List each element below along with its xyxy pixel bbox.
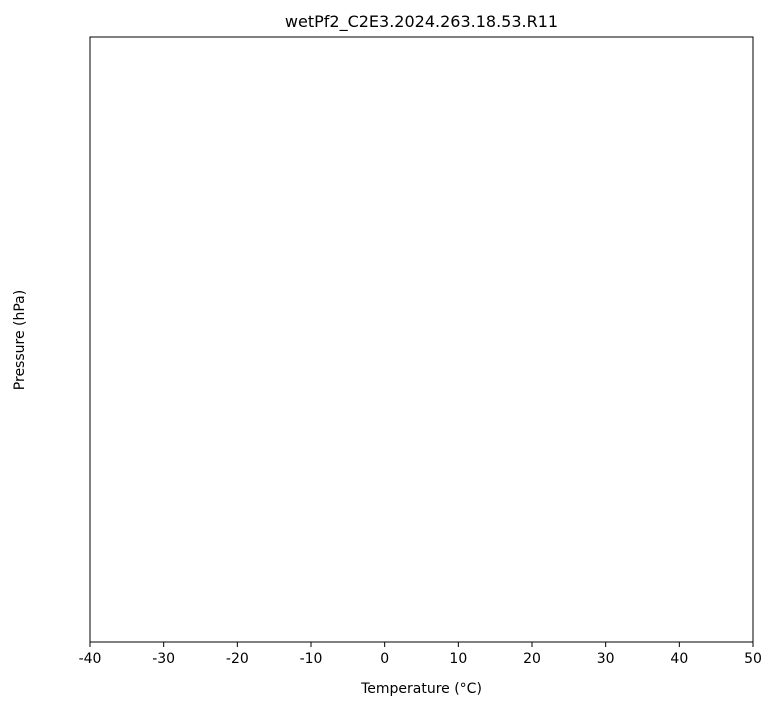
y-axis-label: Pressure (hPa) [12, 290, 28, 390]
x-tick-label: -10 [300, 651, 323, 667]
x-tick-label: 40 [670, 651, 688, 667]
x-tick-label: 50 [744, 651, 762, 667]
x-axis-label: Temperature (°C) [360, 681, 482, 697]
x-tick-label: 30 [597, 651, 615, 667]
x-tick-label: 20 [523, 651, 541, 667]
x-tick-label: -20 [226, 651, 249, 667]
x-tick-label: 0 [380, 651, 389, 667]
chart-title: wetPf2_C2E3.2024.263.18.53.R11 [285, 12, 558, 32]
x-tick-label: 10 [449, 651, 467, 667]
plot-frame [89, 36, 754, 643]
x-tick-label: -40 [79, 651, 102, 667]
x-axis-ticks: -40 -30 -20 -10 0 10 20 30 40 50 [79, 642, 762, 667]
x-tick-label: -30 [152, 651, 175, 667]
